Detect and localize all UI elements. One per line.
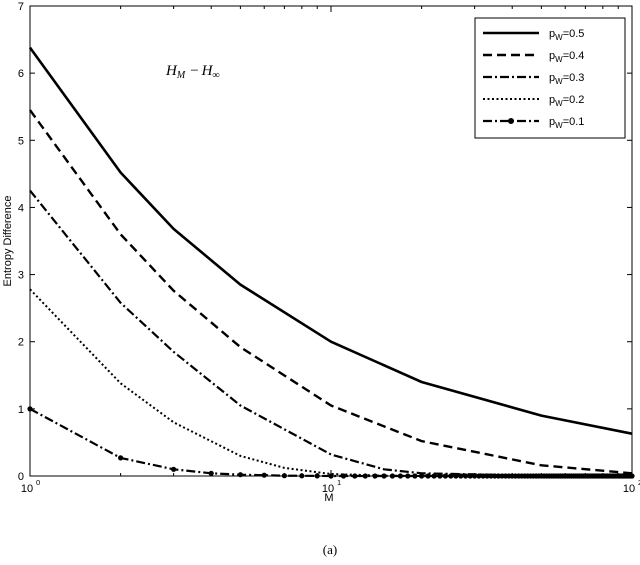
series-marker-4-23 [442,473,448,479]
series-marker-4-28 [467,473,473,479]
series-marker-4-30 [476,473,482,479]
series-marker-4-13 [372,473,378,479]
x-tick-label-2: 10 [623,483,635,495]
series-line-0 [28,46,633,435]
series-line-1 [29,109,633,475]
series-marker-4-21 [431,473,437,479]
legend-marker-4 [508,118,514,124]
series-line-2 [29,189,633,478]
curve-annotation: HM − H∞ [165,63,220,81]
series-marker-4-18 [412,473,418,479]
y-tick-label-2: 2 [18,337,24,349]
series-marker-4-32 [484,473,490,479]
y-tick-label-1: 1 [18,404,24,416]
series-marker-4-16 [397,473,403,479]
legend-entry-4: pW=0.1 [549,116,584,130]
series-marker-4-20 [425,473,431,479]
series-marker-4-12 [362,473,368,479]
y-tick-label-5: 5 [18,135,24,147]
x-tick-label-0: 10 [21,483,33,495]
series-marker-4-1 [118,455,124,461]
series-marker-4-25 [453,473,459,479]
legend-entry-1: pW=0.4 [549,50,584,64]
series-line-4 [29,407,632,478]
legend: pW=0.5 pW=0.4 pW=0.3 pW=0.2 pW=0.1 [474,17,626,139]
x-tick-exponent-0: 0 [36,478,40,487]
legend-entry-0: pW=0.5 [549,28,584,42]
series-marker-4-33 [488,473,494,479]
x-axis-label: M [324,492,333,504]
axis-ticks: 01234567100101102 [18,1,640,495]
series-marker-4-24 [448,473,454,479]
figure-caption: (a) [323,542,337,557]
series-line-3 [29,288,632,477]
legend-entry-2: pW=0.3 [549,72,584,86]
series-marker-4-26 [458,473,464,479]
series-marker-4-14 [381,473,387,479]
x-tick-exponent-2: 2 [638,478,640,487]
x-tick-label-1: 10 [322,483,334,495]
y-tick-label-0: 0 [18,471,24,483]
series-marker-4-34 [492,473,498,479]
series-marker-4-10 [340,473,347,479]
series-marker-4-22 [437,473,443,479]
y-tick-label-6: 6 [18,68,24,80]
series-marker-4-31 [480,473,486,479]
x-tick-exponent-1: 1 [337,478,341,487]
series-marker-4-11 [352,473,358,479]
series-marker-4-27 [463,473,469,479]
series-marker-4-2 [171,466,177,472]
y-axis-label: Entropy Difference [2,196,14,287]
y-tick-label-3: 3 [18,270,24,282]
y-tick-label-4: 4 [18,202,24,214]
series-marker-4-15 [389,473,395,479]
legend-entry-3: pW=0.2 [549,94,584,108]
series-marker-4-17 [405,473,411,479]
series-marker-4-35 [495,473,501,479]
y-tick-label-7: 7 [18,1,24,13]
